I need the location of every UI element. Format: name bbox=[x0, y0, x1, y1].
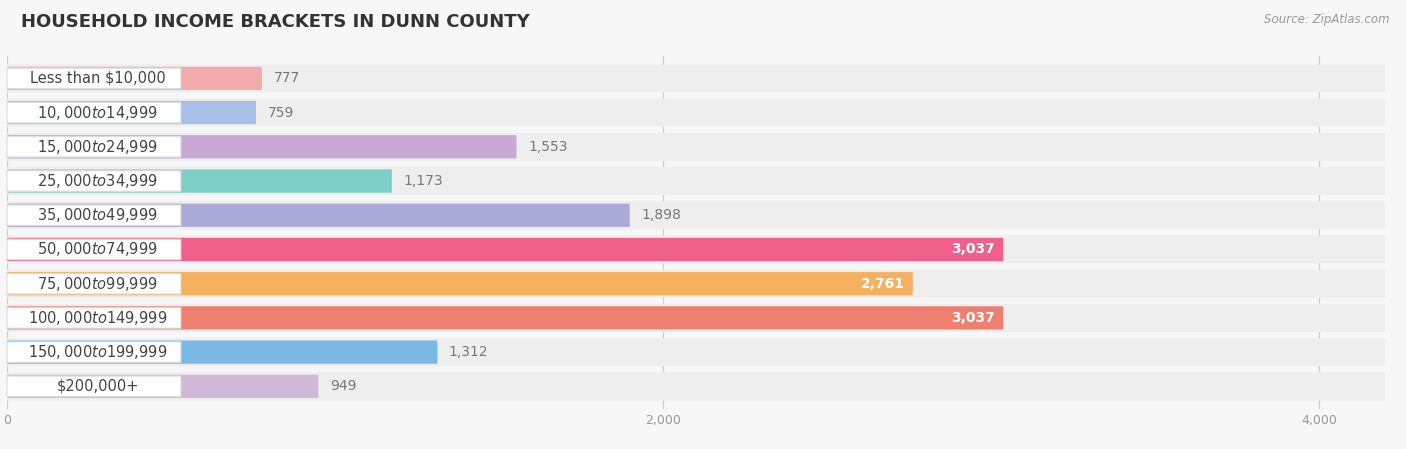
FancyBboxPatch shape bbox=[7, 238, 1004, 261]
Text: $75,000 to $99,999: $75,000 to $99,999 bbox=[37, 275, 157, 293]
Text: $10,000 to $14,999: $10,000 to $14,999 bbox=[37, 104, 157, 122]
Text: 777: 777 bbox=[273, 71, 299, 85]
FancyBboxPatch shape bbox=[7, 306, 1004, 330]
FancyBboxPatch shape bbox=[7, 99, 1385, 127]
FancyBboxPatch shape bbox=[7, 338, 1385, 366]
FancyBboxPatch shape bbox=[7, 372, 1385, 401]
FancyBboxPatch shape bbox=[7, 308, 181, 328]
Text: $25,000 to $34,999: $25,000 to $34,999 bbox=[37, 172, 157, 190]
Text: $100,000 to $149,999: $100,000 to $149,999 bbox=[28, 309, 167, 327]
FancyBboxPatch shape bbox=[7, 102, 181, 123]
Text: 1,312: 1,312 bbox=[449, 345, 488, 359]
Text: 1,553: 1,553 bbox=[529, 140, 568, 154]
FancyBboxPatch shape bbox=[7, 375, 318, 398]
FancyBboxPatch shape bbox=[7, 304, 1385, 332]
Text: 2,761: 2,761 bbox=[860, 277, 904, 291]
Text: 949: 949 bbox=[330, 379, 356, 393]
Text: Source: ZipAtlas.com: Source: ZipAtlas.com bbox=[1264, 13, 1389, 26]
Text: 3,037: 3,037 bbox=[952, 242, 995, 256]
FancyBboxPatch shape bbox=[7, 270, 1385, 298]
Text: 759: 759 bbox=[267, 106, 294, 119]
FancyBboxPatch shape bbox=[7, 68, 181, 88]
Text: $200,000+: $200,000+ bbox=[56, 379, 139, 394]
FancyBboxPatch shape bbox=[7, 171, 181, 191]
FancyBboxPatch shape bbox=[7, 136, 181, 157]
Text: $150,000 to $199,999: $150,000 to $199,999 bbox=[28, 343, 167, 361]
Text: HOUSEHOLD INCOME BRACKETS IN DUNN COUNTY: HOUSEHOLD INCOME BRACKETS IN DUNN COUNTY bbox=[21, 13, 530, 31]
FancyBboxPatch shape bbox=[7, 203, 630, 227]
Text: 1,898: 1,898 bbox=[641, 208, 681, 222]
FancyBboxPatch shape bbox=[7, 376, 181, 396]
FancyBboxPatch shape bbox=[7, 235, 1385, 264]
FancyBboxPatch shape bbox=[7, 133, 1385, 161]
Text: $15,000 to $24,999: $15,000 to $24,999 bbox=[37, 138, 157, 156]
FancyBboxPatch shape bbox=[7, 169, 392, 193]
FancyBboxPatch shape bbox=[7, 239, 181, 260]
FancyBboxPatch shape bbox=[7, 205, 181, 225]
FancyBboxPatch shape bbox=[7, 272, 912, 295]
FancyBboxPatch shape bbox=[7, 273, 181, 294]
Text: 1,173: 1,173 bbox=[404, 174, 443, 188]
FancyBboxPatch shape bbox=[7, 342, 181, 362]
Text: $50,000 to $74,999: $50,000 to $74,999 bbox=[37, 241, 157, 259]
Text: 3,037: 3,037 bbox=[952, 311, 995, 325]
FancyBboxPatch shape bbox=[7, 67, 262, 90]
Text: Less than $10,000: Less than $10,000 bbox=[30, 71, 166, 86]
FancyBboxPatch shape bbox=[7, 167, 1385, 195]
FancyBboxPatch shape bbox=[7, 64, 1385, 92]
FancyBboxPatch shape bbox=[7, 101, 256, 124]
FancyBboxPatch shape bbox=[7, 135, 516, 158]
FancyBboxPatch shape bbox=[7, 201, 1385, 229]
Text: $35,000 to $49,999: $35,000 to $49,999 bbox=[37, 206, 157, 224]
FancyBboxPatch shape bbox=[7, 340, 437, 364]
